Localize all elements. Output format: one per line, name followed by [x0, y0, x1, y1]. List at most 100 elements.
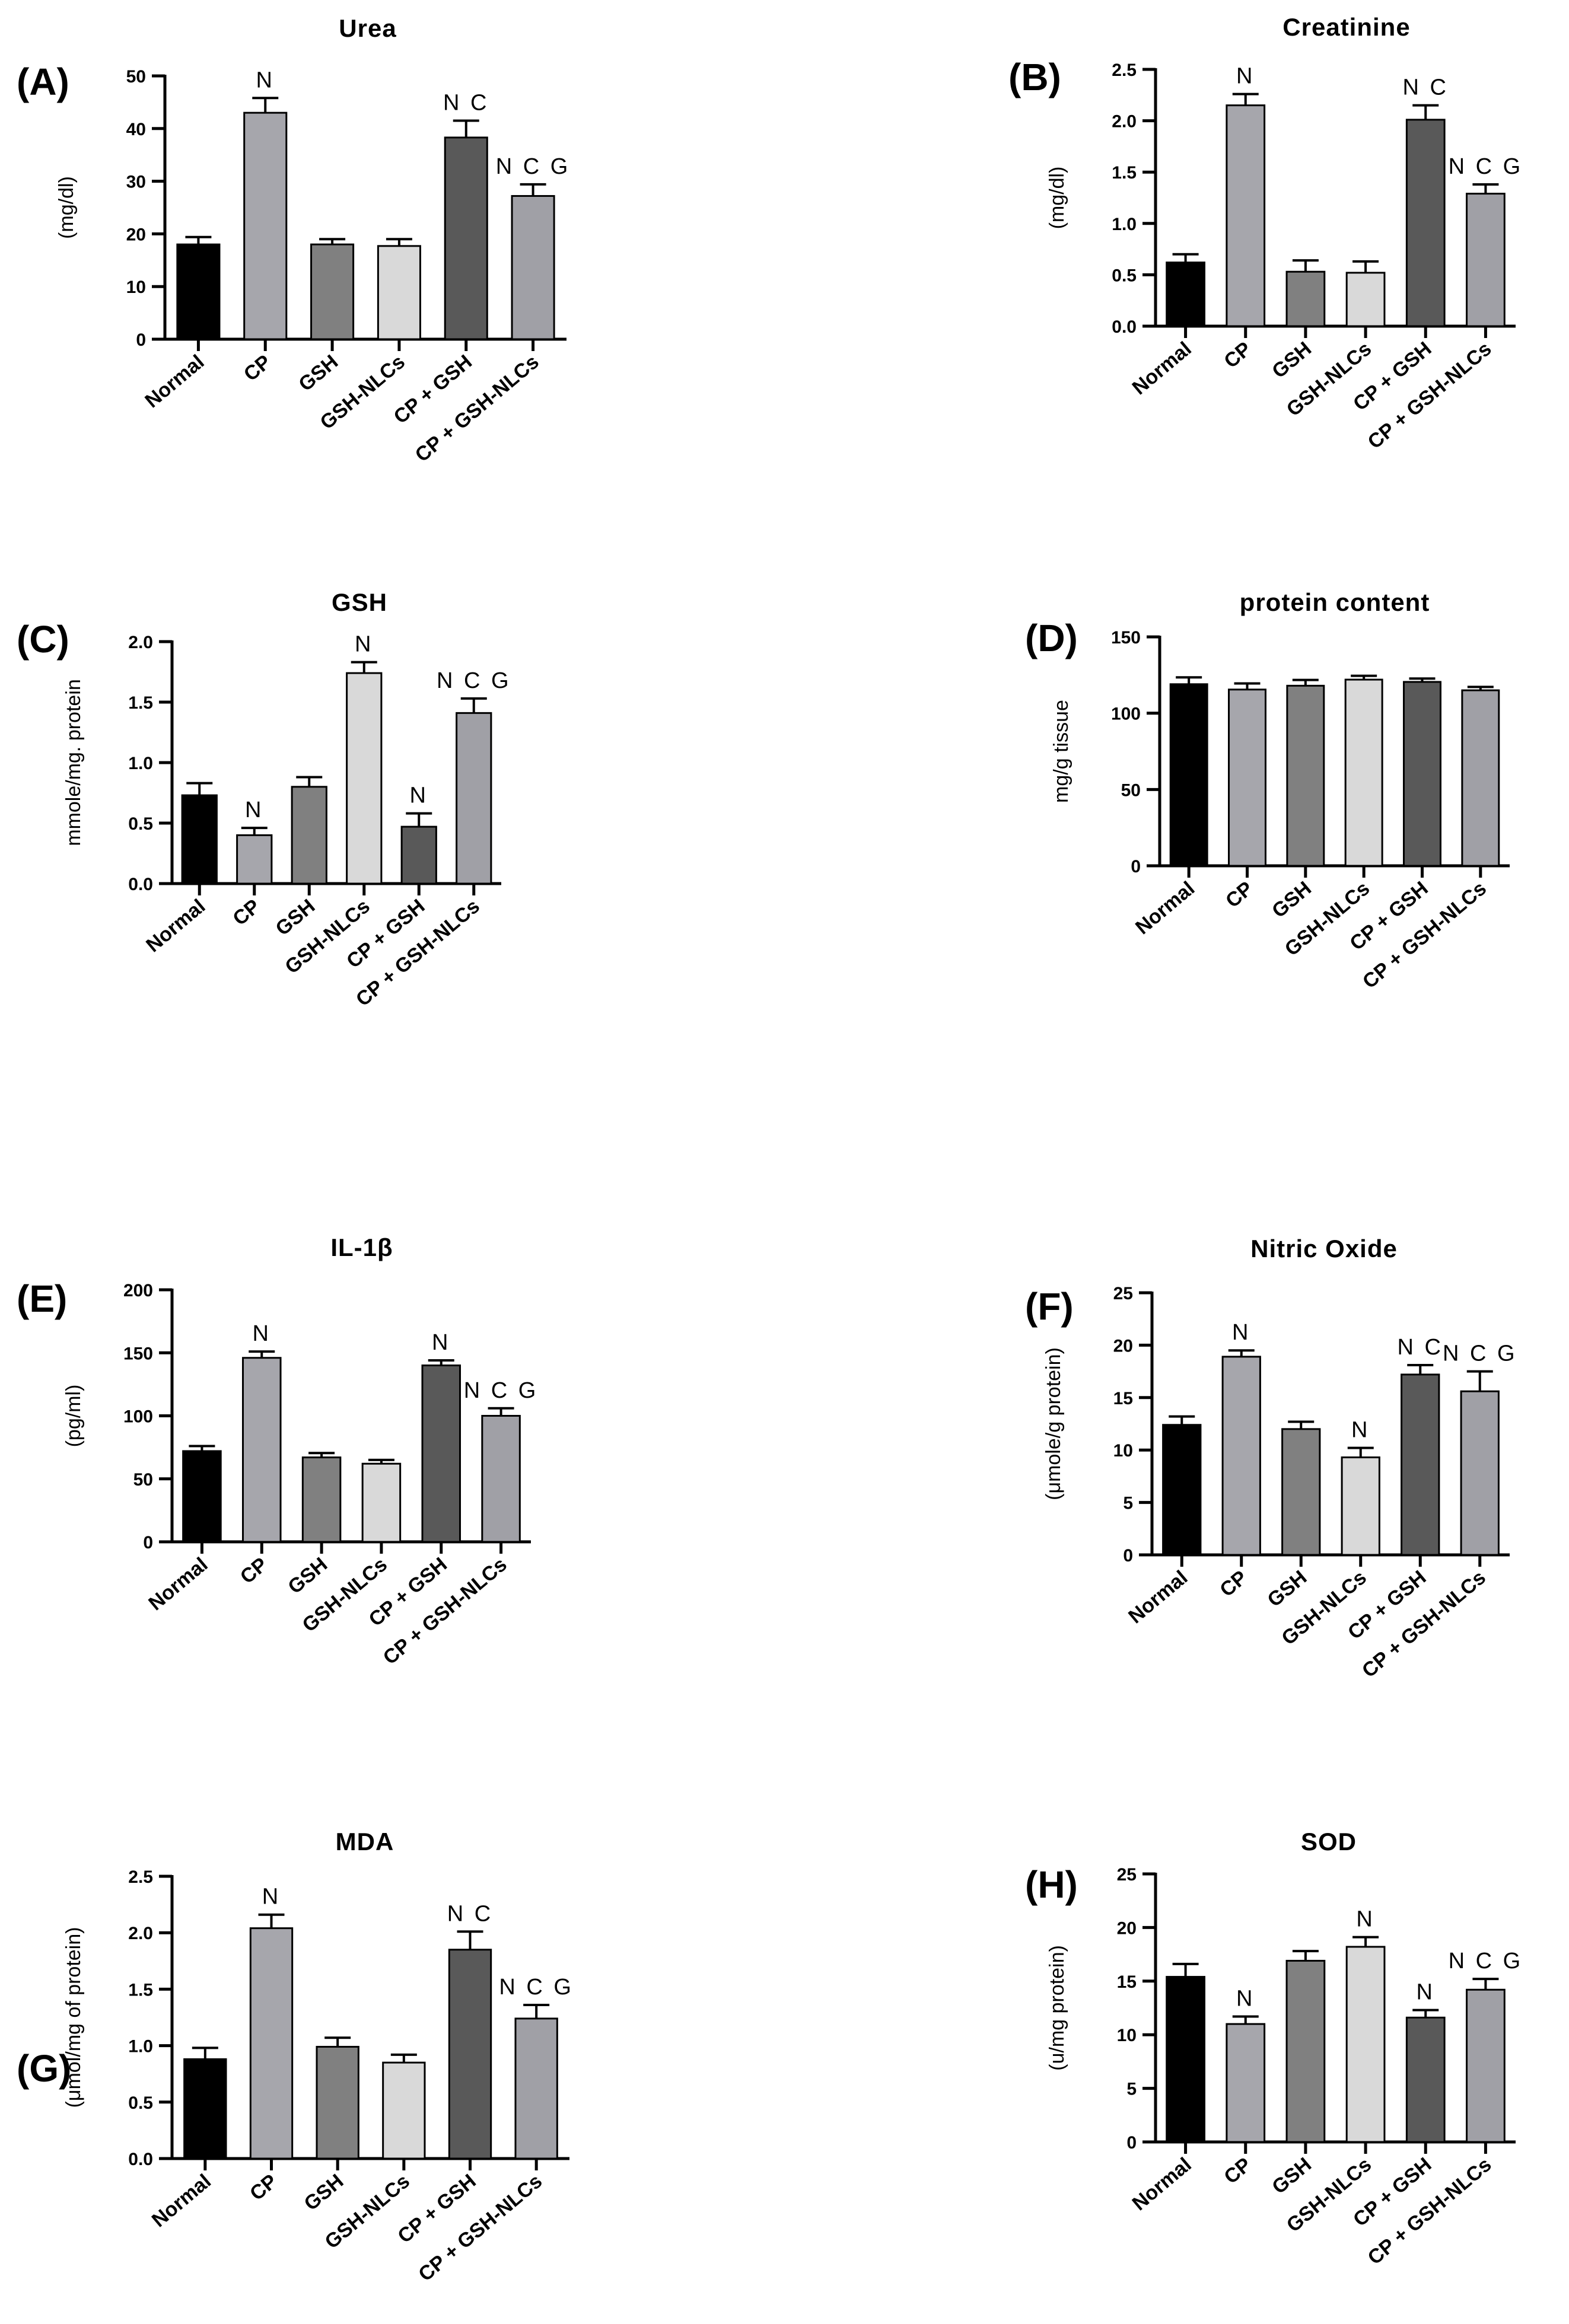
category-label: CP + GSH-NLCs [411, 350, 543, 467]
bar-6 [1466, 1988, 1506, 2143]
bar-2 [1226, 2023, 1266, 2143]
significance-label: N [432, 1330, 450, 1355]
bar-6 [511, 195, 555, 340]
y-tick-label: 50 [133, 1470, 153, 1490]
y-tick-label: 5 [1123, 1494, 1133, 1513]
significance-label: N C [443, 90, 489, 115]
y-tick-label: 40 [126, 120, 146, 139]
significance-label: N C G [1449, 154, 1523, 179]
y-tick-label: 20 [126, 225, 146, 244]
chart-title: protein content [1240, 588, 1430, 616]
y-tick-label: 2.5 [128, 1867, 153, 1887]
y-axis-label: mg/g tissue [1050, 700, 1072, 803]
bar-2 [243, 111, 288, 340]
significance-label: N C [1403, 75, 1449, 100]
y-axis-label: (mg/dl) [55, 176, 78, 239]
y-tick-label: 50 [126, 67, 146, 87]
y-tick-label: 0.0 [128, 875, 153, 894]
chart-title: MDA [336, 1828, 394, 1856]
bar-4 [1344, 678, 1383, 867]
category-label: CP [228, 895, 265, 930]
panel-letter: (A) [17, 60, 69, 103]
significance-label: N C G [499, 1975, 574, 2000]
bar-2 [249, 1927, 294, 2160]
bar-5 [421, 1365, 462, 1543]
bar-4 [377, 245, 421, 340]
category-label: CP [1215, 1566, 1252, 1601]
panel-letter: (D) [1025, 617, 1078, 659]
significance-label: N C G [437, 668, 511, 693]
bar-3 [291, 786, 327, 885]
bar-3 [310, 243, 355, 340]
bar-4 [1345, 1946, 1386, 2143]
y-tick-label: 0.5 [128, 814, 153, 834]
y-axis-label: mmole/mg. protein [62, 679, 85, 846]
panel-letter: (E) [17, 1277, 67, 1320]
y-tick-label: 10 [1117, 2026, 1137, 2045]
y-tick-label: 2.0 [128, 1924, 153, 1943]
bar-2 [1221, 1356, 1261, 1556]
y-tick-label: 0 [1131, 857, 1141, 876]
panel-letter: (B) [1008, 56, 1061, 98]
y-tick-label: 1.5 [128, 1980, 153, 2000]
bar-3 [1285, 270, 1326, 327]
y-tick-label: 15 [1113, 1389, 1133, 1408]
significance-label: N [262, 1885, 281, 1909]
y-tick-label: 2.0 [128, 633, 153, 652]
category-label: Normal [1124, 1566, 1192, 1628]
significance-label: N [1236, 64, 1255, 89]
significance-label: N [256, 68, 275, 93]
bar-1 [1169, 683, 1208, 867]
significance-label: N C [447, 1901, 493, 1926]
significance-label: N C G [1443, 1341, 1517, 1366]
significance-label: N [410, 783, 428, 808]
significance-label: N C G [464, 1378, 539, 1403]
y-tick-label: 200 [123, 1281, 153, 1300]
bar-4 [1341, 1456, 1380, 1556]
bar-5 [448, 1949, 492, 2160]
category-label: Normal [141, 350, 208, 412]
category-label: GSH [1264, 1566, 1312, 1611]
panel-letter: (F) [1025, 1285, 1074, 1328]
y-tick-label: 20 [1117, 1918, 1137, 1938]
y-tick-label: 150 [1111, 628, 1141, 648]
category-label: CP [236, 1553, 272, 1588]
y-tick-label: 0.5 [1112, 266, 1137, 285]
chart-panel-2: (C) GSH 0.0 0.5 1.0 1.5 2.0 mmole/mg. protein No… [17, 588, 511, 1011]
y-tick-label: 100 [1111, 704, 1141, 724]
significance-label: N [1351, 1418, 1370, 1443]
y-tick-label: 1.5 [128, 693, 153, 713]
bar-4 [1345, 272, 1386, 327]
category-label: Normal [1131, 877, 1199, 939]
bar-1 [182, 1450, 222, 1543]
bar-6 [481, 1415, 521, 1543]
category-label: CP [246, 2170, 282, 2205]
significance-label: N [1417, 1980, 1435, 2005]
bar-2 [1226, 104, 1266, 327]
bar-3 [316, 2046, 359, 2160]
panel-letter: (H) [1025, 1863, 1078, 1906]
bar-6 [1466, 193, 1506, 327]
category-label: Normal [1128, 337, 1196, 399]
category-label: CP + GSH-NLCs [414, 2170, 546, 2286]
category-label: CP [1220, 2153, 1256, 2188]
y-tick-label: 1.5 [1112, 163, 1137, 183]
bar-1 [181, 794, 218, 885]
category-label: GSH [284, 1553, 332, 1598]
bar-6 [514, 2017, 558, 2160]
significance-label: N [1356, 1907, 1374, 1932]
bar-6 [1461, 689, 1500, 867]
category-label: CP [1220, 337, 1256, 372]
significance-label: N [253, 1321, 271, 1346]
bar-5 [1405, 2016, 1446, 2143]
category-label: Normal [142, 895, 209, 957]
y-tick-label: 2.0 [1112, 112, 1137, 132]
category-label: CP [1221, 877, 1258, 912]
y-tick-label: 100 [123, 1407, 153, 1427]
significance-label: N C G [1449, 1949, 1523, 1974]
category-label: Normal [148, 2170, 215, 2231]
category-label: GSH [294, 350, 342, 396]
y-tick-label: 5 [1126, 2080, 1137, 2099]
